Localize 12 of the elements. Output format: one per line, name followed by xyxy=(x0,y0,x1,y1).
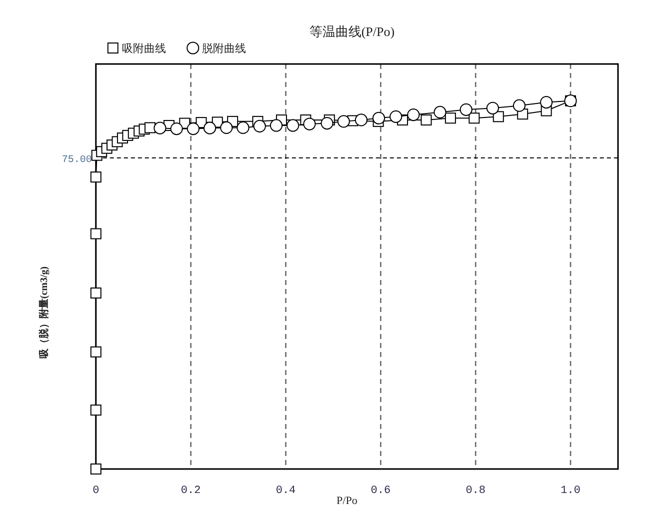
x-tick-label: 0 xyxy=(92,485,100,497)
x-tick-label: 0.2 xyxy=(180,485,201,497)
text: 75.00 xyxy=(62,154,92,166)
chart-title: 等温曲线(P/Po) xyxy=(309,24,395,39)
x-tick-label: 0.8 xyxy=(466,485,486,497)
legend-label: 吸附曲线 xyxy=(122,42,166,55)
x-axis-title: P/Po xyxy=(336,495,358,507)
legend-label: 脱附曲线 xyxy=(202,42,246,55)
x-tick-label: 0.6 xyxy=(370,485,391,497)
x-tick-label: 0.4 xyxy=(276,485,296,497)
y-axis-title: 吸（脱）附量(cm3/g) xyxy=(38,266,50,359)
x-tick-label: 1.0 xyxy=(560,485,580,497)
